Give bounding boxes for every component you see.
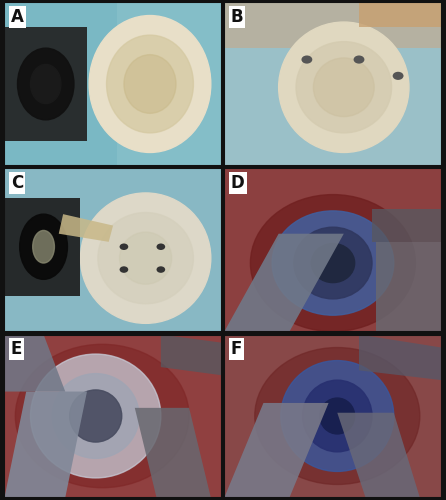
Polygon shape	[117, 2, 222, 166]
Ellipse shape	[30, 354, 161, 478]
Polygon shape	[4, 334, 65, 392]
Ellipse shape	[311, 244, 355, 282]
Polygon shape	[372, 209, 442, 242]
Polygon shape	[224, 234, 344, 332]
Ellipse shape	[296, 42, 392, 133]
Text: E: E	[11, 340, 22, 358]
Ellipse shape	[314, 58, 374, 116]
Polygon shape	[4, 198, 80, 296]
Text: B: B	[231, 8, 244, 26]
Ellipse shape	[250, 194, 416, 332]
Ellipse shape	[302, 380, 372, 452]
Ellipse shape	[52, 374, 139, 458]
Ellipse shape	[294, 227, 372, 299]
Text: F: F	[231, 340, 242, 358]
Ellipse shape	[33, 230, 54, 263]
Polygon shape	[337, 412, 420, 498]
Polygon shape	[376, 242, 442, 332]
Polygon shape	[224, 2, 442, 48]
Circle shape	[157, 266, 165, 273]
Text: A: A	[11, 8, 24, 26]
Circle shape	[120, 266, 128, 273]
Polygon shape	[4, 392, 87, 498]
Text: C: C	[11, 174, 23, 192]
Ellipse shape	[80, 193, 211, 324]
Polygon shape	[359, 2, 442, 27]
Polygon shape	[224, 403, 329, 498]
Ellipse shape	[98, 212, 194, 304]
Text: D: D	[231, 174, 244, 192]
Circle shape	[301, 56, 312, 64]
Ellipse shape	[30, 64, 61, 104]
Polygon shape	[59, 214, 113, 242]
Polygon shape	[359, 334, 442, 380]
Polygon shape	[161, 334, 222, 375]
Ellipse shape	[17, 48, 74, 120]
Ellipse shape	[89, 16, 211, 152]
Ellipse shape	[279, 22, 409, 152]
Polygon shape	[135, 408, 211, 498]
Circle shape	[157, 244, 165, 250]
Ellipse shape	[281, 360, 394, 472]
Ellipse shape	[70, 390, 122, 442]
Ellipse shape	[120, 232, 172, 284]
Circle shape	[354, 56, 364, 64]
Ellipse shape	[107, 35, 194, 133]
Circle shape	[120, 244, 128, 250]
Ellipse shape	[15, 344, 189, 488]
Ellipse shape	[255, 348, 420, 484]
Polygon shape	[4, 27, 87, 141]
Ellipse shape	[320, 398, 355, 434]
Ellipse shape	[124, 54, 176, 114]
Circle shape	[392, 72, 404, 80]
Ellipse shape	[20, 214, 67, 280]
Ellipse shape	[272, 211, 394, 315]
